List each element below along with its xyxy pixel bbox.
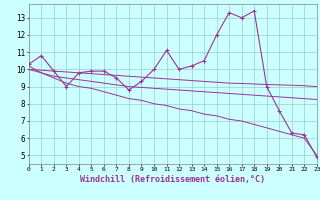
X-axis label: Windchill (Refroidissement éolien,°C): Windchill (Refroidissement éolien,°C) [80, 175, 265, 184]
